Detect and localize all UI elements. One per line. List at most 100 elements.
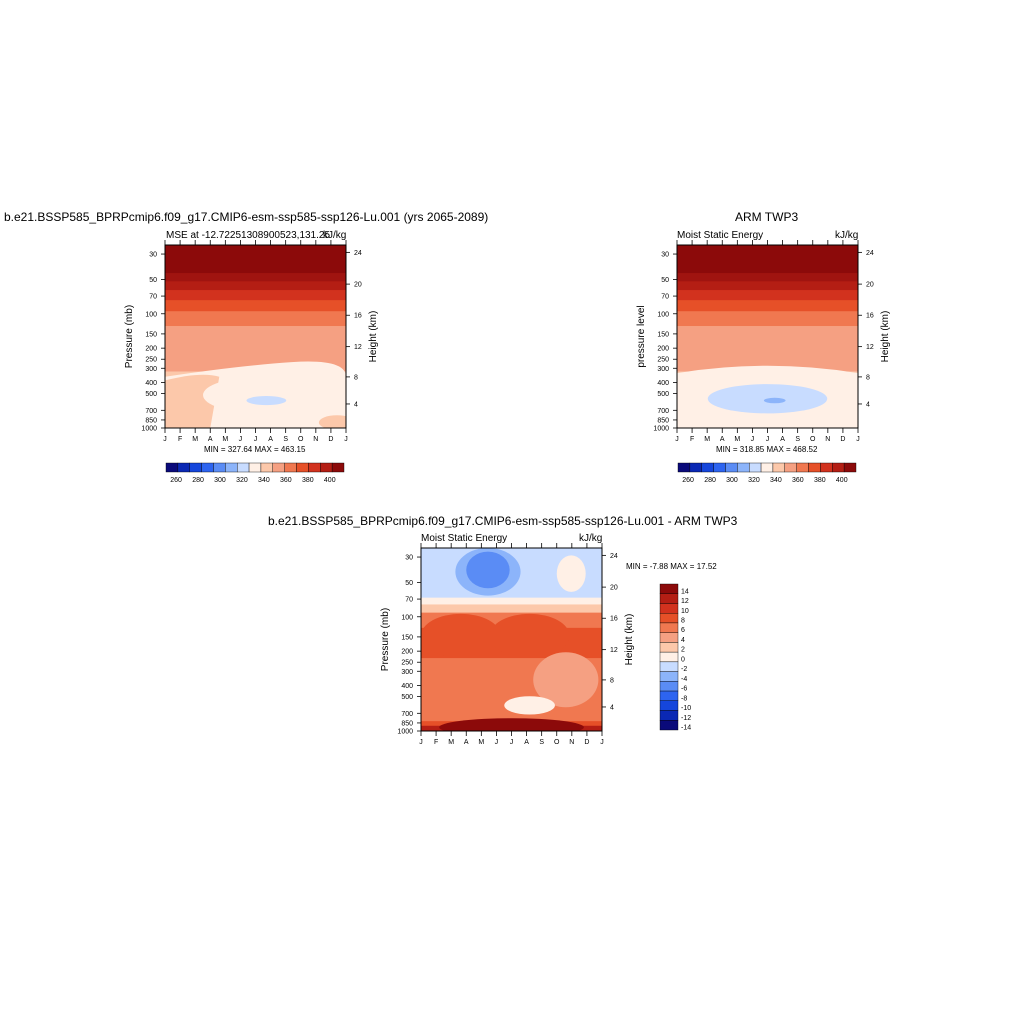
x-tick-label: J [751,436,755,443]
y-tick-label: 70 [405,597,413,604]
colorbar-swatch [659,613,679,624]
colorbar-label: -8 [681,695,687,702]
x-tick-label: A [524,739,529,746]
panel1-blob [246,395,287,406]
panel3-title: b.e21.BSSP585_BPRPcmip6.f09_g17.CMIP6-es… [268,514,738,528]
colorbar-swatch [236,462,250,473]
colorbar-label: 320 [236,477,248,484]
colorbar-swatch [689,462,702,473]
panel3-plot [420,547,603,732]
y-tick-label: 700 [657,408,669,415]
colorbar-label: -14 [681,725,691,732]
colorbar-swatch [659,681,679,692]
x-tick-label: M [734,436,740,443]
panel3-blob [504,696,555,715]
colorbar-label: -10 [681,705,691,712]
y-tick-right-label: 4 [354,401,358,408]
x-tick-label: M [704,436,710,443]
panel2-band [677,281,858,292]
colorbar-swatch [659,671,679,682]
panel1-band [165,300,346,313]
panel1-minmax: MIN = 327.64 MAX = 463.15 [204,445,306,454]
panel2-colorbar [677,462,857,473]
colorbar-swatch [843,462,857,473]
panel2-minmax: MIN = 318.85 MAX = 468.52 [716,445,818,454]
panel1-subtitle: MSE at -12.72251308900523,131.25 [166,230,331,241]
panel3-blob [439,718,584,731]
x-tick-label: N [569,739,574,746]
panel1-blob [203,376,319,414]
y-tick-label: 300 [401,669,413,676]
colorbar-label: 0 [681,656,685,663]
colorbar-label: 400 [836,477,848,484]
panel3-blob [533,652,599,708]
colorbar-label: -12 [681,715,691,722]
y-tick-label: 1000 [141,426,157,433]
y-tick-label: 30 [661,252,669,259]
panel3-band [421,597,602,606]
panel1-band [165,281,346,292]
colorbar-swatch [677,462,691,473]
colorbar-swatch [201,462,214,473]
panel2-band [677,300,858,313]
x-tick-label: J [419,739,423,746]
y-tick-label: 200 [657,346,669,353]
colorbar-label: 400 [324,477,336,484]
y-axis-title: pressure level [636,305,647,367]
colorbar-swatch [272,462,285,473]
colorbar-swatch [659,622,679,633]
y-tick-right-label: 16 [866,313,874,320]
colorbar-swatch [165,462,179,473]
x-tick-label: J [163,436,167,443]
y-tick-right-label: 12 [354,344,362,351]
y-axis-right-title: Height (km) [880,311,891,363]
x-tick-label: M [448,739,454,746]
colorbar-swatch [320,462,333,473]
colorbar-swatch [784,462,797,473]
panel2-blob [763,397,786,404]
y-tick-label: 700 [145,408,157,415]
colorbar-label: 280 [704,477,716,484]
x-tick-label: M [192,436,198,443]
colorbar-label: 300 [214,477,226,484]
y-tick-right-label: 20 [610,585,618,592]
y-tick-label: 100 [145,311,157,318]
panel1-band [165,290,346,302]
y-tick-right-label: 8 [610,677,614,684]
x-tick-label: A [464,739,469,746]
y-tick-label: 400 [657,380,669,387]
colorbar-label: -6 [681,686,687,693]
y-tick-right-label: 20 [354,282,362,289]
colorbar-swatch [796,462,809,473]
x-tick-label: M [478,739,484,746]
panel2-subtitle: Moist Static Energy [677,230,764,241]
colorbar-swatch [308,462,321,473]
colorbar-label: 4 [681,637,685,644]
y-axis-title: Pressure (mb) [124,305,135,368]
y-tick-label: 70 [661,294,669,301]
colorbar-swatch [701,462,714,473]
y-axis-right-title: Height (km) [368,311,379,363]
x-tick-label: A [780,436,785,443]
x-tick-label: J [239,436,243,443]
x-tick-label: A [268,436,273,443]
x-tick-label: N [825,436,830,443]
y-tick-label: 250 [657,357,669,364]
colorbar-swatch [659,700,679,711]
panel1-plot [164,244,347,429]
panel2-band [677,311,858,328]
y-tick-label: 200 [145,346,157,353]
panel3-minmax: MIN = -7.88 MAX = 17.52 [626,562,717,571]
colorbar-label: 14 [681,588,689,595]
y-tick-label: 400 [401,683,413,690]
colorbar-swatch [808,462,821,473]
panel3-colorbar [659,583,679,731]
x-tick-label: J [510,739,514,746]
colorbar-swatch [659,583,679,594]
x-tick-label: A [720,436,725,443]
colorbar-swatch [659,690,679,701]
colorbar-swatch [248,462,262,473]
y-tick-right-label: 4 [866,401,870,408]
panel2-units: kJ/kg [835,230,859,241]
